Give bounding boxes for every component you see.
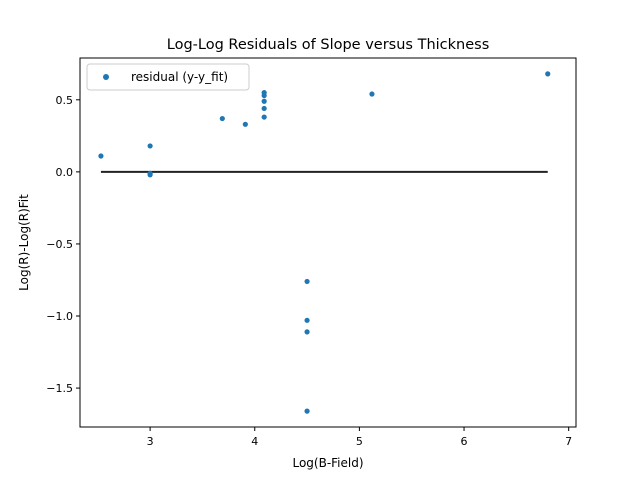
points-layer bbox=[98, 71, 551, 414]
legend-marker bbox=[103, 74, 109, 80]
data-point bbox=[304, 278, 310, 285]
plot-frame bbox=[79, 57, 577, 428]
data-point bbox=[304, 329, 310, 335]
data-point bbox=[147, 172, 153, 178]
data-point bbox=[261, 92, 267, 99]
y-axis-label: Log(R)-Log(R)Fit bbox=[17, 194, 31, 291]
x-tick-label: 5 bbox=[356, 435, 363, 448]
y-tick-label: −1.0 bbox=[46, 310, 73, 323]
x-tick-label: 6 bbox=[461, 435, 468, 448]
y-ticks: 0.5 0.0 −0.5 −1.0 −1.5 bbox=[46, 94, 80, 395]
data-point bbox=[304, 317, 310, 323]
data-point bbox=[369, 91, 375, 97]
data-point bbox=[242, 121, 248, 127]
x-ticks: 3 4 5 6 7 bbox=[147, 427, 572, 448]
legend-box bbox=[86, 63, 250, 91]
y-tick-label: −1.5 bbox=[46, 382, 73, 395]
legend: residual (y-y_fit) bbox=[86, 63, 250, 91]
data-point bbox=[304, 408, 310, 414]
x-tick-label: 7 bbox=[565, 435, 572, 448]
x-tick-label: 3 bbox=[147, 435, 154, 448]
data-point bbox=[261, 105, 267, 112]
data-point bbox=[261, 114, 267, 120]
data-point bbox=[219, 115, 225, 122]
data-point bbox=[147, 143, 153, 149]
y-tick-label: 0.0 bbox=[56, 166, 74, 179]
y-tick-label: 0.5 bbox=[56, 94, 74, 107]
x-tick-label: 4 bbox=[251, 435, 258, 448]
data-point bbox=[98, 153, 104, 159]
data-point bbox=[545, 71, 551, 77]
data-point bbox=[261, 98, 267, 104]
x-axis-label: Log(B-Field) bbox=[292, 456, 363, 470]
legend-label: residual (y-y_fit) bbox=[131, 70, 228, 84]
y-tick-label: −0.5 bbox=[46, 238, 73, 251]
chart-title: Log-Log Residuals of Slope versus Thickn… bbox=[167, 37, 490, 53]
